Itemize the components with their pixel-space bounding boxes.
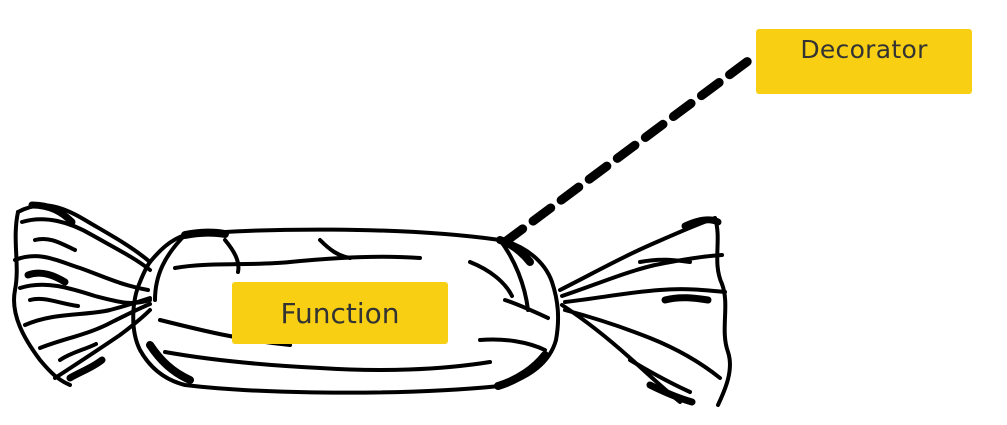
candy-left-wrapper-end [12, 203, 152, 387]
function-label: Function [280, 296, 400, 330]
decorator-label-box: Decorator [756, 29, 972, 94]
function-label-box: Function [232, 282, 448, 344]
wrapped-candy-icon [12, 201, 732, 407]
candy-right-wrapper-end [558, 216, 732, 407]
connector-dashed-line [500, 53, 757, 247]
decorator-label: Decorator [800, 35, 928, 64]
